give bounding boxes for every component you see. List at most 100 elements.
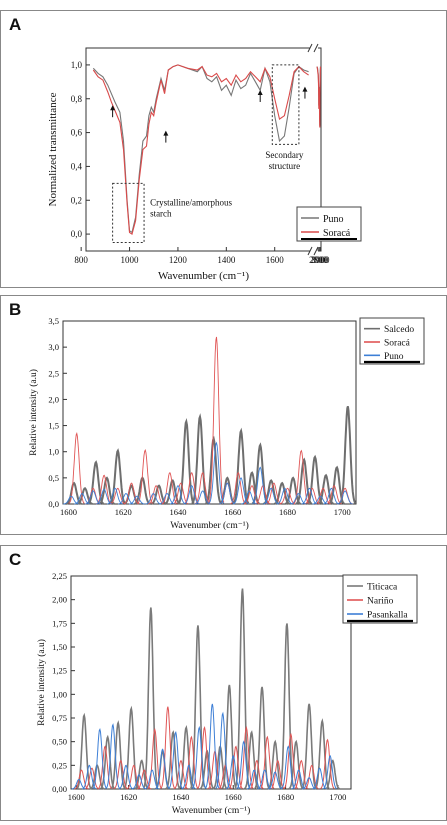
peak-curve [230,471,247,505]
peak-curve [74,493,90,505]
peak-curve [84,767,99,790]
axis-break-mark [313,43,319,53]
peak-curve [173,759,188,790]
y-tick-label: 0,25 [52,760,67,770]
peak-curve [183,485,200,505]
peak-curve [168,730,183,790]
panel-c: C 0,00 0,25 0,50 0,75 1,00 1,25 1,50 1,75 2,00 2,… [0,545,447,821]
peak-curve [96,474,112,505]
x-tick-label: 1620 [120,792,137,802]
arrow-head [257,89,263,95]
legend-label: Soracá [384,339,411,349]
axis-break-mark [307,43,313,53]
peak-curve [252,466,268,505]
peak-curve [315,487,331,505]
legend-label: Pasankalla [367,611,408,621]
peak-curve [155,748,170,790]
peak-curve [183,735,199,790]
x-tick-label: 1640 [170,507,187,517]
ftir-transmittance-chart: 0,0 0,2 0,4 0,6 0,8 1,0 800 1000 1200 1400 1600 280… [47,43,362,282]
y-tick-label: 0,2 [71,195,82,205]
x-tick-label: 1680 [277,792,294,802]
x-tick-label: 1700 [329,792,346,802]
peak-curve [249,759,264,790]
y-axis-label: Relative intensity (a.u) [28,369,39,456]
peak-curve [123,705,139,790]
peak-curve [97,745,113,790]
peak-curve [164,479,181,505]
y-tick-label: 0,75 [52,713,67,723]
legend-label: Salcedo [384,325,414,335]
y-tick-label: 3,0 [48,342,59,352]
series-line [92,64,309,235]
peak-curve [263,487,279,505]
x-tick-label: 1620 [115,507,132,517]
x-tick-label: 1600 [68,792,85,802]
peak-curve [208,336,225,504]
peak-curve [181,764,196,790]
y-tick-label: 2,0 [48,394,59,404]
peak-curve [337,490,353,505]
legend-label: Puno [323,214,344,225]
peak-curve [92,728,107,789]
peak-curve [257,769,272,790]
y-tick-label: 1,0 [48,447,59,457]
peak-curve [304,487,320,505]
peak-curve [279,623,295,789]
x-tick-label: 1640 [172,792,189,802]
annotation-text: structure [269,161,301,171]
y-tick-label: 0,50 [52,737,67,747]
peak-curve [197,725,212,790]
x-tick-label: 1400 [217,255,236,265]
peak-curve [109,448,127,505]
legend-label: Puno [384,352,404,362]
peak-curve [148,485,164,505]
axis-break-gap [310,44,318,52]
peak-curve [145,493,161,505]
peak-curve [208,441,225,504]
y-tick-label: 1,25 [52,666,67,676]
peak-curve [172,482,189,505]
x-tick-label: 3000 [312,255,331,265]
peak-curve [320,738,335,790]
arrow-head [110,105,116,111]
peak-curve [215,711,231,789]
peak-curve [177,418,195,505]
y-tick-label: 1,5 [48,421,59,431]
y-axis-label: Relative intensity (a.u) [36,639,47,726]
peak-curve [134,759,149,790]
peak-curve [326,485,342,505]
peak-curve [243,730,259,790]
legend-label: Soracá [323,228,351,239]
peak-curve [323,487,340,505]
y-tick-label: 1,00 [52,689,67,699]
y-tick-label: 0,6 [71,128,83,138]
y-tick-label: 1,50 [52,642,67,652]
y-axis-label: Normalized transmittance [47,92,59,206]
y-tick-label: 0,5 [48,473,59,483]
peak-curve [243,471,260,505]
x-tick-label: 1200 [169,255,188,265]
peak-curve [183,471,200,505]
peak-curve [288,739,304,790]
peak-curve [265,482,282,505]
peak-curve [191,725,207,790]
peak-curve [279,487,296,505]
deconvolution-chart-c: 0,00 0,25 0,50 0,75 1,00 1,25 1,50 1,75 2,00 2,25… [36,571,418,816]
x-axis-label: Wavenumber (cm⁻¹) [170,520,249,531]
x-tick-label: 1700 [334,507,351,517]
peak-curve [137,449,154,505]
y-tick-label: 1,0 [71,60,83,70]
legend-label: Nariño [367,597,394,607]
y-tick-label: 0,00 [52,784,67,794]
peak-curve [74,769,89,790]
panel-a: A 0,0 0,2 0,4 0,6 0,8 1,0 800 1000 1200 1400 1600 2… [0,10,447,288]
panel-b: B 0,0 0,5 1,0 1,5 2,0 2,5 3,0 3,5 1600 1620 1640 16… [0,295,447,535]
legend [342,574,418,624]
peak-curve [247,769,262,790]
peak-curve [312,767,327,790]
peak-curve [107,487,123,505]
x-tick-label: 1680 [279,507,296,517]
x-tick-label: 800 [74,255,88,265]
peak-curve [204,703,220,789]
